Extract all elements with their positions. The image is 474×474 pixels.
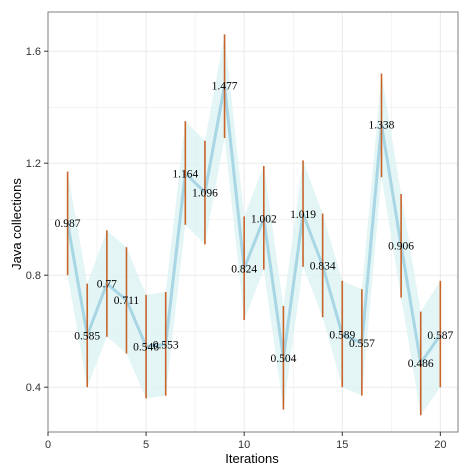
- data-label: 0.553: [153, 339, 179, 351]
- grid-layer: [47, 12, 458, 432]
- y-tick-label: 1.6: [26, 46, 41, 58]
- data-label: 0.834: [310, 261, 336, 273]
- x-tick-label: 10: [238, 439, 250, 451]
- data-label: 0.77: [97, 279, 117, 291]
- x-axis-title: Iterations: [225, 451, 279, 466]
- data-label: 1.164: [172, 168, 198, 180]
- plot-frame: [47, 11, 459, 433]
- data-label: 1.019: [290, 209, 316, 221]
- data-label: 1.338: [369, 120, 395, 132]
- series-line: [66, 84, 442, 365]
- x-tick-label: 15: [336, 439, 348, 451]
- data-label: 0.486: [408, 358, 434, 370]
- x-tick-label: 20: [434, 439, 446, 451]
- series-line-layer: [66, 84, 442, 365]
- data-label: 0.557: [349, 338, 375, 350]
- y-tick-label: 1.2: [26, 158, 41, 170]
- y-tick-label: 0.8: [26, 270, 41, 282]
- y-tick-label: 0.4: [26, 382, 41, 394]
- data-label: 1.002: [251, 214, 277, 226]
- data-label: 0.906: [388, 241, 414, 253]
- data-label: 0.587: [427, 330, 453, 342]
- axis-layer: 0 5 10 15 20 0.4 0.8 1.2 1.6: [26, 11, 459, 451]
- data-label: 0.987: [55, 218, 81, 230]
- error-bar-layer: [66, 34, 442, 416]
- confidence-ribbon: [67, 34, 441, 416]
- data-label: 1.477: [212, 81, 238, 93]
- data-label: 0.711: [114, 295, 140, 307]
- x-tick-label: 5: [143, 439, 149, 451]
- confidence-ribbon-layer: [67, 34, 441, 416]
- y-axis-title: Java collections: [9, 178, 24, 270]
- data-label: 0.504: [270, 353, 296, 365]
- data-label: 0.546: [133, 341, 159, 353]
- x-tick-label: 0: [45, 439, 51, 451]
- data-label: 1.096: [192, 187, 218, 199]
- data-label: 0.589: [329, 329, 355, 341]
- data-label: 0.824: [231, 263, 257, 275]
- data-label: 0.585: [74, 330, 100, 342]
